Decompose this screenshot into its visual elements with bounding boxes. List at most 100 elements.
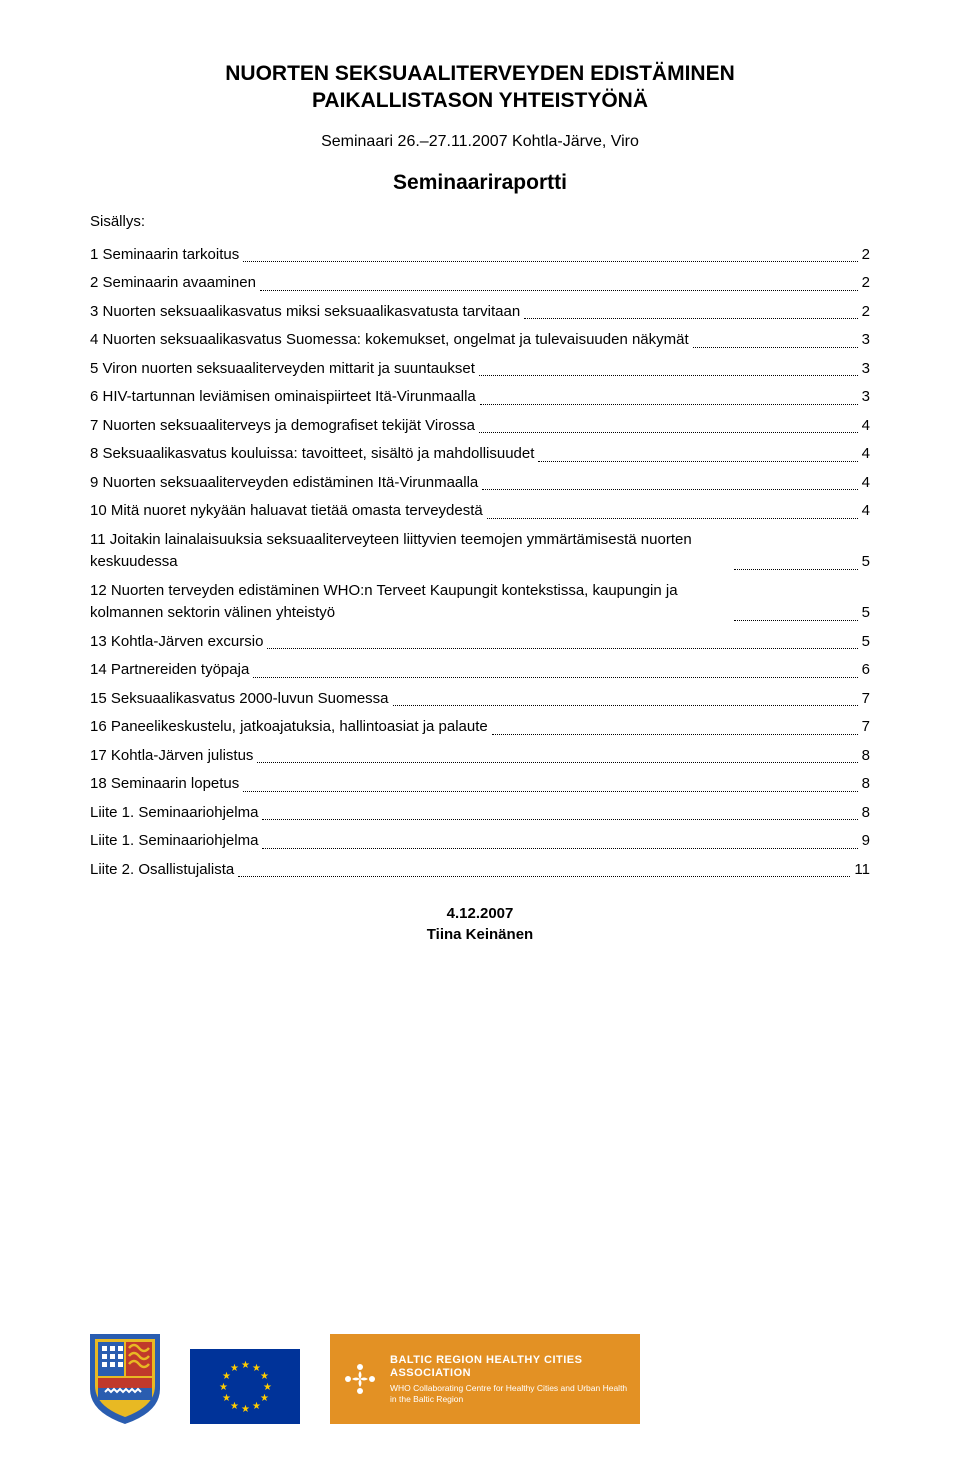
toc-row: 15 Seksuaalikasvatus 2000-luvun Suomessa… bbox=[90, 688, 870, 711]
toc-page-number: 4 bbox=[862, 443, 870, 466]
toc-dot-leader bbox=[262, 806, 857, 821]
baltic-region-logo: BALTIC REGION HEALTHY CITIES ASSOCIATION… bbox=[330, 1334, 640, 1424]
baltic-hands-icon bbox=[340, 1359, 380, 1399]
toc-row: 2 Seminaarin avaaminen2 bbox=[90, 272, 870, 295]
toc-page-number: 8 bbox=[862, 802, 870, 825]
toc-dot-leader bbox=[267, 635, 857, 650]
eu-star-icon: ★ bbox=[230, 1401, 238, 1409]
toc-dot-leader bbox=[492, 720, 858, 735]
toc-dot-leader bbox=[260, 276, 858, 291]
toc-heading: Sisällys: bbox=[90, 213, 870, 230]
toc-row: Liite 1. Seminaariohjelma9 bbox=[90, 830, 870, 853]
toc-row: 12 Nuorten terveyden edistäminen WHO:n T… bbox=[90, 580, 870, 625]
eu-star-icon: ★ bbox=[260, 1393, 268, 1401]
toc-row: 5 Viron nuorten seksuaaliterveyden mitta… bbox=[90, 358, 870, 381]
toc-dot-leader bbox=[253, 663, 857, 678]
toc-row: 11 Joitakin lainalaisuuksia seksuaaliter… bbox=[90, 529, 870, 574]
toc-dot-leader bbox=[243, 248, 857, 263]
toc-label: 14 Partnereiden työpaja bbox=[90, 659, 249, 682]
eu-star-icon: ★ bbox=[219, 1382, 227, 1390]
toc-page-number: 2 bbox=[862, 244, 870, 267]
toc-label: Liite 1. Seminaariohjelma bbox=[90, 802, 258, 825]
toc-row: 16 Paneelikeskustelu, jatkoajatuksia, ha… bbox=[90, 716, 870, 739]
toc-row: 6 HIV-tartunnan leviämisen ominaispiirte… bbox=[90, 386, 870, 409]
eu-star-icon: ★ bbox=[222, 1393, 230, 1401]
toc-label: 16 Paneelikeskustelu, jatkoajatuksia, ha… bbox=[90, 716, 488, 739]
toc-label: 10 Mitä nuoret nykyään haluavat tietää o… bbox=[90, 500, 483, 523]
toc-dot-leader bbox=[734, 555, 858, 570]
toc-label: 6 HIV-tartunnan leviämisen ominaispiirte… bbox=[90, 386, 476, 409]
toc-page-number: 8 bbox=[862, 773, 870, 796]
coat-of-arms-logo bbox=[90, 1334, 160, 1424]
toc-label: 7 Nuorten seksuaaliterveys ja demografis… bbox=[90, 415, 475, 438]
toc-page-number: 5 bbox=[862, 631, 870, 654]
toc-dot-leader bbox=[693, 333, 858, 348]
eu-star-icon: ★ bbox=[222, 1371, 230, 1379]
toc-label: 2 Seminaarin avaaminen bbox=[90, 272, 256, 295]
toc-dot-leader bbox=[479, 362, 858, 377]
toc-dot-leader bbox=[482, 476, 857, 491]
toc-label: 13 Kohtla-Järven excursio bbox=[90, 631, 263, 654]
seminar-subtitle: Seminaari 26.–27.11.2007 Kohtla-Järve, V… bbox=[90, 133, 870, 151]
eu-star-icon: ★ bbox=[230, 1362, 238, 1370]
baltic-sub-text-2: in the Baltic Region bbox=[390, 1394, 630, 1405]
toc-row: Liite 2. Osallistujalista 11 bbox=[90, 859, 870, 882]
toc-page-number: 4 bbox=[862, 500, 870, 523]
toc-page-number: 3 bbox=[862, 358, 870, 381]
date-author-block: 4.12.2007 Tiina Keinänen bbox=[90, 903, 870, 945]
toc-row: 13 Kohtla-Järven excursio 5 bbox=[90, 631, 870, 654]
eu-star-icon: ★ bbox=[241, 1404, 249, 1412]
eu-star-icon: ★ bbox=[252, 1401, 260, 1409]
toc-row: Liite 1. Seminaariohjelma 8 bbox=[90, 802, 870, 825]
eu-stars-ring: ★★★★★★★★★★★★ bbox=[217, 1359, 273, 1415]
toc-row: 8 Seksuaalikasvatus kouluissa: tavoittee… bbox=[90, 443, 870, 466]
report-title: Seminaariraportti bbox=[90, 171, 870, 195]
toc-label: 8 Seksuaalikasvatus kouluissa: tavoittee… bbox=[90, 443, 534, 466]
baltic-text-block: BALTIC REGION HEALTHY CITIES ASSOCIATION… bbox=[390, 1354, 630, 1405]
document-date: 4.12.2007 bbox=[447, 905, 514, 922]
toc-label: 18 Seminaarin lopetus bbox=[90, 773, 239, 796]
toc-row: 3 Nuorten seksuaalikasvatus miksi seksua… bbox=[90, 301, 870, 324]
toc-page-number: 7 bbox=[862, 716, 870, 739]
main-title: NUORTEN SEKSUAALITERVEYDEN EDISTÄMINEN P… bbox=[90, 60, 870, 115]
toc-page-number: 11 bbox=[854, 859, 870, 882]
eu-flag-logo: ★★★★★★★★★★★★ bbox=[190, 1349, 300, 1424]
title-line-1: NUORTEN SEKSUAALITERVEYDEN EDISTÄMINEN bbox=[225, 62, 735, 85]
toc-label: 17 Kohtla-Järven julistus bbox=[90, 745, 253, 768]
toc-dot-leader bbox=[393, 692, 858, 707]
toc-label: 3 Nuorten seksuaalikasvatus miksi seksua… bbox=[90, 301, 520, 324]
toc-page-number: 4 bbox=[862, 472, 870, 495]
toc-label: 12 Nuorten terveyden edistäminen WHO:n T… bbox=[90, 580, 730, 625]
toc-page-number: 5 bbox=[862, 602, 870, 625]
toc-page-number: 3 bbox=[862, 386, 870, 409]
logo-row: ★★★★★★★★★★★★ BALTIC REGION HEALTHY CITIE… bbox=[90, 1334, 640, 1424]
toc-row: 7 Nuorten seksuaaliterveys ja demografis… bbox=[90, 415, 870, 438]
toc-page-number: 3 bbox=[862, 329, 870, 352]
baltic-main-text: BALTIC REGION HEALTHY CITIES ASSOCIATION bbox=[390, 1354, 630, 1382]
toc-dot-leader bbox=[243, 777, 857, 792]
toc-dot-leader bbox=[480, 390, 858, 405]
toc-page-number: 6 bbox=[862, 659, 870, 682]
document-page: NUORTEN SEKSUAALITERVEYDEN EDISTÄMINEN P… bbox=[0, 0, 960, 1464]
toc-label: 1 Seminaarin tarkoitus bbox=[90, 244, 239, 267]
toc-row: 1 Seminaarin tarkoitus 2 bbox=[90, 244, 870, 267]
eu-star-icon: ★ bbox=[260, 1371, 268, 1379]
toc-page-number: 7 bbox=[862, 688, 870, 711]
toc-dot-leader bbox=[538, 447, 857, 462]
baltic-sub-text-1: WHO Collaborating Centre for Healthy Cit… bbox=[390, 1383, 630, 1394]
toc-label: 15 Seksuaalikasvatus 2000-luvun Suomessa bbox=[90, 688, 389, 711]
toc-row: 10 Mitä nuoret nykyään haluavat tietää o… bbox=[90, 500, 870, 523]
toc-row: 9 Nuorten seksuaaliterveyden edistäminen… bbox=[90, 472, 870, 495]
toc-dot-leader bbox=[238, 863, 850, 878]
toc-label: Liite 2. Osallistujalista bbox=[90, 859, 234, 882]
toc-label: 4 Nuorten seksuaalikasvatus Suomessa: ko… bbox=[90, 329, 689, 352]
toc-page-number: 4 bbox=[862, 415, 870, 438]
toc-label: Liite 1. Seminaariohjelma bbox=[90, 830, 258, 853]
toc-label: 11 Joitakin lainalaisuuksia seksuaaliter… bbox=[90, 529, 730, 574]
toc-row: 4 Nuorten seksuaalikasvatus Suomessa: ko… bbox=[90, 329, 870, 352]
toc-dot-leader bbox=[479, 419, 858, 434]
toc-row: 17 Kohtla-Järven julistus 8 bbox=[90, 745, 870, 768]
toc-dot-leader bbox=[487, 504, 858, 519]
eu-star-icon: ★ bbox=[241, 1360, 249, 1368]
toc-page-number: 8 bbox=[862, 745, 870, 768]
